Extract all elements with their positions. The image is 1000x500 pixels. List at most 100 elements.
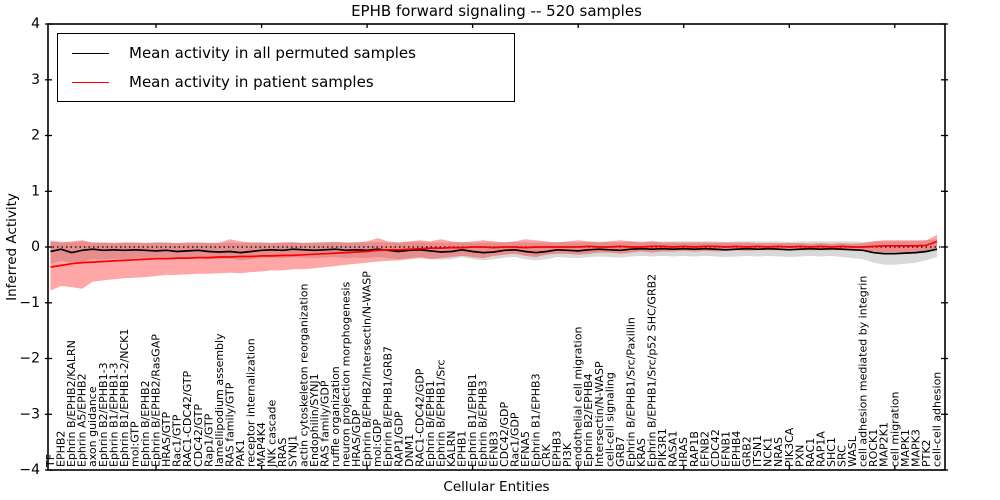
x-tick-label: SYNJ1 <box>287 435 300 467</box>
x-tick-label: Endophilin/SYNJ1 <box>308 373 321 467</box>
x-tick-label: Rac1/GTP <box>171 414 184 467</box>
x-tick-label: RAS family/GDP <box>318 380 331 467</box>
x-tick-label: PIK3CA <box>783 427 796 467</box>
x-tick-label: RAP1B <box>688 431 701 467</box>
x-tick-label: EFNB3 <box>487 431 500 467</box>
x-tick-label: mol:GDP <box>371 419 384 467</box>
x-tick-label: GRB2 <box>741 436 754 467</box>
x-tick-label: Rap1/GTP <box>202 413 215 467</box>
x-tick-label: MAP2K1 <box>878 422 891 467</box>
x-tick-label: EPHB3 <box>551 431 564 467</box>
x-tick-label: HRAS/GTP <box>160 411 173 467</box>
x-tick-label: Ephrin B/EPHB1/Src <box>434 359 447 467</box>
y-tick-label: −3 <box>19 406 40 422</box>
y-tick-label: 0 <box>31 239 40 255</box>
x-tick-label: RRAS <box>276 438 289 467</box>
x-tick-label: Ephrin B/EPHB1/Src/Paxillin <box>624 317 637 467</box>
x-tick-label: RAP1/GDP <box>392 411 405 467</box>
x-tick-label: TF <box>44 454 57 468</box>
x-tick-label: EFNB1 <box>719 431 732 467</box>
x-tick-label: cell adhesion mediated by integrin <box>857 276 870 467</box>
x-axis-label: Cellular Entities <box>443 479 550 495</box>
x-tick-label: CDC42/GDP <box>498 401 511 467</box>
x-tick-label: SHC1 <box>825 437 838 467</box>
x-tick-label: neuron projection morphogenesis <box>340 281 353 467</box>
y-tick-label: 3 <box>31 72 40 88</box>
x-tick-label: JNK cascade <box>266 400 279 468</box>
x-tick-label: Intersectin/N-WASP <box>593 361 606 467</box>
x-tick-label: RAC1-CDC42/GTP <box>181 370 194 467</box>
x-tick-label: DNM1 <box>403 434 416 467</box>
x-tick-label: KALRN <box>445 430 458 467</box>
x-tick-label: EPHB2 <box>55 431 68 467</box>
x-tick-label: MAPK1 <box>899 429 912 467</box>
x-tick-label: RAS family/GTP <box>223 382 236 467</box>
x-tick-label: HRAS <box>677 437 690 467</box>
x-tick-label: ROCK1 <box>867 429 880 467</box>
legend-entry-permuted: Mean activity in all permuted samples <box>72 44 500 62</box>
legend-label-permuted: Mean activity in all permuted samples <box>129 44 416 62</box>
y-tick-label: −1 <box>19 295 40 311</box>
x-tick-label: EPHB1 <box>456 431 469 467</box>
legend-entry-patient: Mean activity in patient samples <box>72 73 500 91</box>
x-tick-label: receptor internalization <box>245 338 258 467</box>
x-tick-label: EFNB2 <box>698 431 711 467</box>
x-tick-label: SRC <box>836 445 849 467</box>
x-tick-label: mol:GTP <box>128 421 141 467</box>
x-tick-label: KRAS <box>635 438 648 467</box>
legend-label-patient: Mean activity in patient samples <box>129 73 374 91</box>
x-tick-label: HRAS/GDP <box>350 409 363 467</box>
x-tick-label: CDC42 <box>709 429 722 467</box>
x-tick-label: RAP1A <box>814 431 827 467</box>
x-tick-label: PXN <box>793 445 806 467</box>
x-tick-label: Ephrin B/EPHB1/Src/p52 SHC/GRB2 <box>646 274 659 467</box>
x-tick-label: RAC1-CDC42/GDP <box>413 368 426 467</box>
x-tick-label: Ephrin B/EPHB1 <box>424 380 437 467</box>
x-tick-label: Ephrin B1/EPHB3 <box>529 373 542 467</box>
x-tick-label: MAPK3 <box>909 429 922 467</box>
x-tick-label: CRK <box>540 444 553 467</box>
x-tick-label: lamellipodium assembly <box>213 333 226 467</box>
x-tick-label: RASA1 <box>667 431 680 467</box>
y-tick-label: 4 <box>31 16 40 32</box>
x-tick-label: Ephrin B1/EPHB1-2/NCK1 <box>118 329 131 467</box>
legend-line-permuted-icon <box>72 52 109 54</box>
x-tick-label: RAC1 <box>804 438 817 467</box>
legend-line-patient-icon <box>72 81 109 83</box>
x-tick-label: axon guidance <box>86 386 99 467</box>
y-tick-label: −2 <box>19 351 40 367</box>
x-tick-label: ruffle organization <box>329 366 342 467</box>
x-tick-label: Ephrin B/EPHB1/GRB7 <box>382 346 395 467</box>
chart-title: EPHB forward signaling -- 520 samples <box>351 2 642 20</box>
x-tick-label: WASL <box>846 435 859 467</box>
y-tick-label: −4 <box>19 462 40 478</box>
x-tick-label: Ephrin B2/EPHB4 <box>582 373 595 467</box>
x-tick-label: PAK1 <box>234 439 247 467</box>
x-tick-label: Ephrin B/EPHB3 <box>477 380 490 467</box>
x-tick-label: NRAS <box>772 437 785 467</box>
x-tick-label: Ephrin A5/EPHB2 <box>76 373 89 467</box>
x-tick-label: Ephrin B2/EPHB1-3 <box>97 362 110 467</box>
x-tick-label: EPHB4 <box>730 431 743 467</box>
x-tick-label: PIK3R1 <box>656 428 669 467</box>
x-tick-label: PI3K <box>561 442 574 467</box>
y-tick-label: 2 <box>31 128 40 144</box>
x-tick-label: Ephrin B/EPHB2 <box>139 380 152 467</box>
permuted-mean-line <box>50 247 938 255</box>
y-axis-label: Inferred Activity <box>4 193 20 301</box>
patient-mean-line <box>50 240 938 268</box>
x-tick-label: NCK1 <box>762 437 775 467</box>
x-tick-label: Ephrin B/EPHB2/RasGAP <box>150 334 163 467</box>
x-tick-label: Ephrin B/EPHB2/KALRN <box>65 340 78 467</box>
legend-box: Mean activity in all permuted samples Me… <box>57 33 515 102</box>
x-tick-label: MAP4K4 <box>255 422 268 467</box>
x-tick-label: Ephrin B/EPHB2/Intersectin/N-WASP <box>361 271 374 467</box>
x-tick-label: PTK2 <box>920 439 933 467</box>
x-tick-label: CDC42/GTP <box>192 404 205 467</box>
y-tick-label: 1 <box>31 183 40 199</box>
x-tick-label: EFNA5 <box>519 431 532 467</box>
x-tick-label: Ephrin B1/EPHB1 <box>466 373 479 467</box>
x-tick-label: cell-cell signaling <box>603 372 616 467</box>
